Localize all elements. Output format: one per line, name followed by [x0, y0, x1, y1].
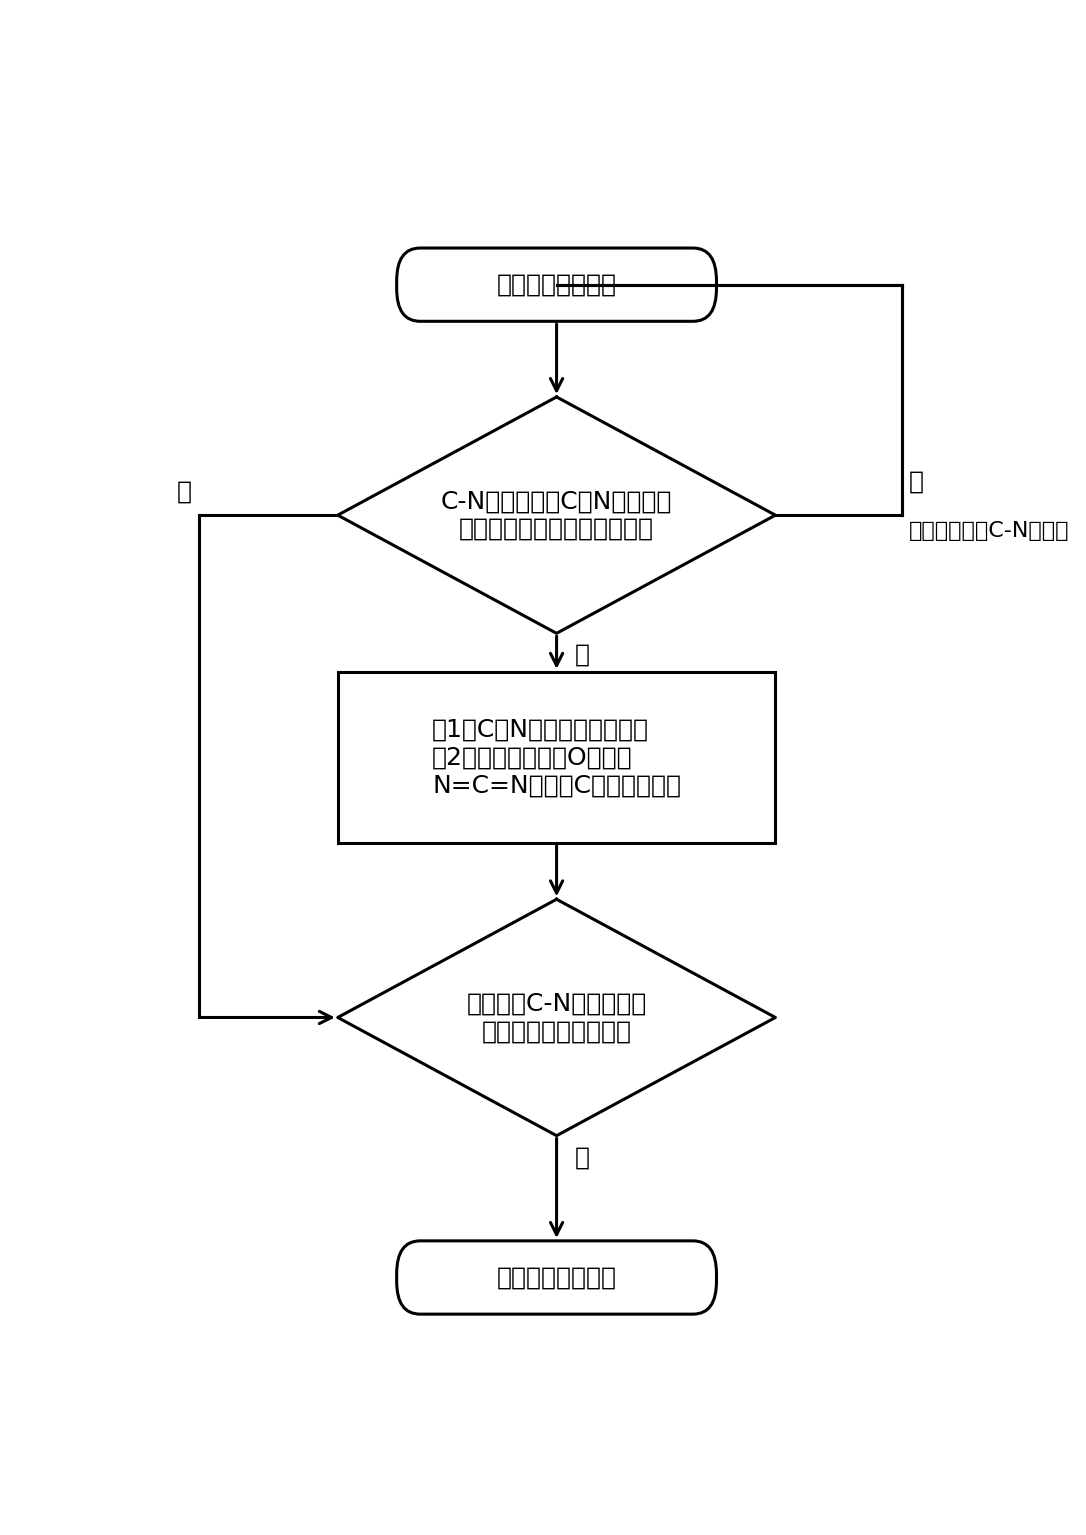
- Text: 针对另外一对C-N原子对: 针对另外一对C-N原子对: [908, 520, 1069, 540]
- FancyBboxPatch shape: [396, 1240, 717, 1314]
- FancyBboxPatch shape: [396, 249, 717, 321]
- Text: 是: 是: [576, 643, 590, 666]
- Text: 开始交联反应运算: 开始交联反应运算: [496, 273, 617, 296]
- Text: 交联反应运算结束: 交联反应运算结束: [496, 1265, 617, 1289]
- Text: 否: 否: [177, 479, 192, 503]
- Text: C-N原子对中的C、N原子距离
是否小于或等于交联反应距离: C-N原子对中的C、N原子距离 是否小于或等于交联反应距离: [441, 490, 672, 540]
- FancyBboxPatch shape: [338, 672, 775, 843]
- Text: 是: 是: [576, 1145, 590, 1170]
- Polygon shape: [338, 398, 775, 634]
- Text: （1）C、N原子之间形成单键
（2）羹基中羟基的O原子与
N=C=N基团的C原子形成双键: （1）C、N原子之间形成单键 （2）羹基中羟基的O原子与 N=C=N基团的C原子…: [432, 718, 681, 797]
- Polygon shape: [338, 900, 775, 1136]
- Text: 否: 否: [908, 470, 923, 494]
- Text: 是否所有C-N原子对均已
判断是否发生交联反应: 是否所有C-N原子对均已 判断是否发生交联反应: [467, 992, 646, 1044]
